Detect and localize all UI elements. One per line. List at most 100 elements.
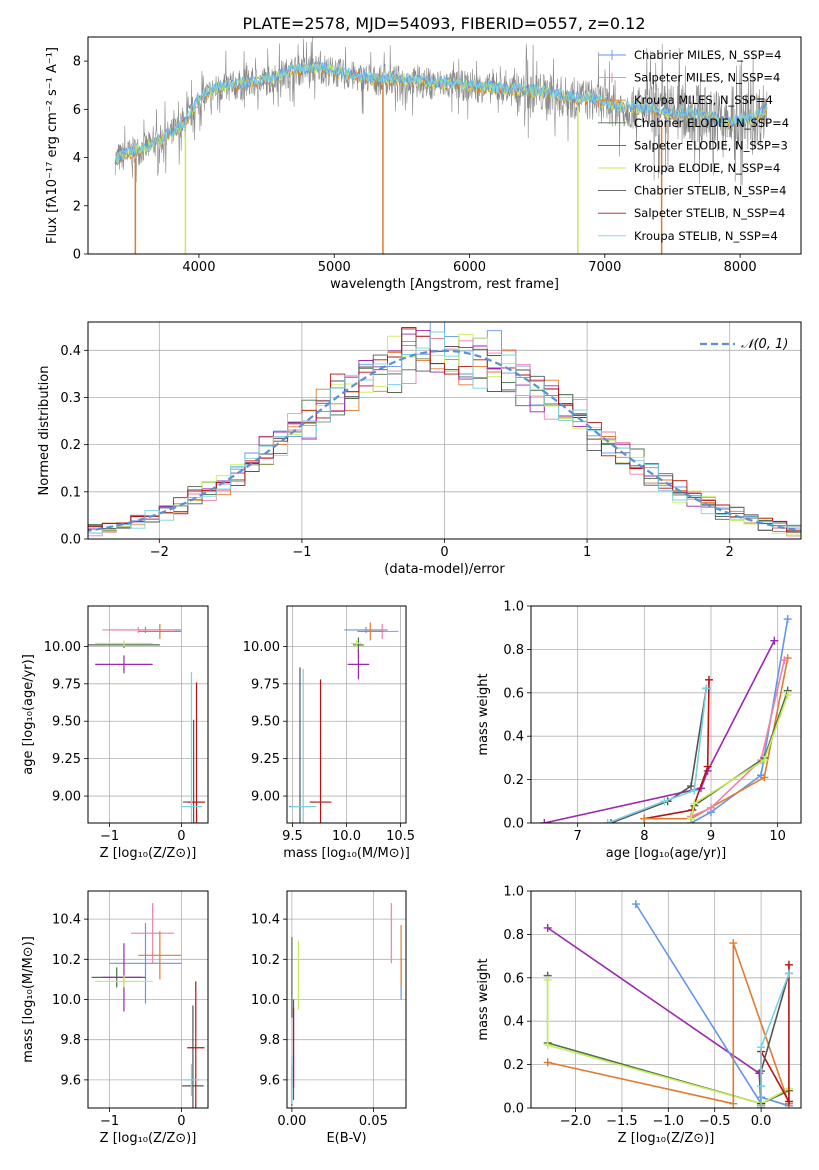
y-tick-label: 9.00 <box>251 790 280 805</box>
axes-frame <box>87 36 802 255</box>
y-axis-label: age [log₁₀(age/yr)] <box>21 654 36 775</box>
y-tick-label: 10.00 <box>243 640 280 655</box>
y-tick-label: 9.25 <box>251 752 280 767</box>
x-tick-label: 2 <box>726 545 734 560</box>
x-tick-label: −1.0 <box>653 1114 685 1129</box>
y-tick-label: 10.2 <box>52 953 81 968</box>
y-axis-label: mass weight <box>476 958 491 1040</box>
plot-mass_age: 9.5 10.0 10.5 9.00 9.25 9.50 9.75 10.00 mass [lo… <box>243 605 415 861</box>
y-tick-label: 0.6 <box>503 971 524 986</box>
legend-entry: Chabrier STELIB, N_SSP=4 <box>634 184 786 198</box>
weight-point-kroupa_miles <box>729 939 738 948</box>
plot-residuals: −2 −1 0 1 2 0.0 0.1 0.2 0.3 0.4 (data-model)/error… <box>37 321 802 577</box>
weight-point-kroupa_miles <box>729 1099 738 1108</box>
x-axis-label: (data-model)/error <box>384 562 505 577</box>
y-tick-label: 0 <box>73 248 81 263</box>
x-tick-label: 6000 <box>453 260 486 275</box>
x-tick-label: −2 <box>150 545 169 560</box>
weight-line-salpeter_elodie <box>544 640 776 823</box>
weight-point-kroupa_stelib <box>784 969 793 978</box>
axes-frame <box>286 890 407 1109</box>
weight-point-salpeter_stelib <box>784 960 793 969</box>
x-tick-label: −1 <box>100 1114 119 1129</box>
y-tick-label: 9.25 <box>52 752 81 767</box>
y-tick-label: 0.6 <box>503 686 524 701</box>
y-tick-label: 10.4 <box>251 913 280 928</box>
weight-point-kroupa_stelib <box>702 684 711 693</box>
weight-point-kroupa_stelib <box>757 1043 766 1052</box>
x-axis-label: Z [log₁₀(Z/Z⊙)] <box>100 1131 197 1146</box>
y-tick-label: 0.0 <box>503 817 524 832</box>
y-tick-label: 9.75 <box>251 677 280 692</box>
plot-area <box>291 903 402 1106</box>
weight-point-salpeter_stelib <box>705 675 713 684</box>
x-tick-label: 0.05 <box>359 1114 388 1129</box>
plot-z_age: −1 0 9.00 9.25 9.50 9.75 10.00 Z [log₁₀(Z/Z⊙)] a… <box>21 605 209 861</box>
axes-frame <box>530 890 802 1109</box>
axes-frame <box>286 605 407 824</box>
x-tick-label: −2.0 <box>560 1114 592 1129</box>
weight-point-kroupa_elodie <box>760 756 769 765</box>
weight-point-salpeter_stelib <box>703 762 712 771</box>
weight-point-kroupa_elodie <box>690 799 699 808</box>
weight-point-kroupa_miles <box>760 773 769 782</box>
legend-entry: Salpeter ELODIE, N_SSP=3 <box>634 138 788 152</box>
weight-line-kroupa_stelib <box>760 973 790 1106</box>
axes-frame <box>87 605 209 824</box>
weight-line-kroupa_elodie <box>546 980 790 1105</box>
x-tick-label: 7000 <box>588 260 621 275</box>
y-tick-label: 1.0 <box>503 600 524 615</box>
legend-entry: Chabrier MILES, N_SSP=4 <box>634 48 781 62</box>
weight-point-kroupa_miles <box>640 814 649 823</box>
x-tick-label: 9 <box>707 829 715 844</box>
y-tick-label: 10.4 <box>52 913 81 928</box>
weight-point-kroupa_stelib <box>757 1082 766 1091</box>
x-axis-label: Z [log₁₀(Z/Z⊙)] <box>100 846 197 861</box>
weight-point-chabrier_stelib <box>687 782 695 791</box>
legend-entry: Kroupa ELODIE, N_SSP=4 <box>634 161 780 175</box>
plot-area <box>88 322 801 537</box>
y-tick-label: 0.8 <box>503 928 524 943</box>
weight-point-kroupa_stelib <box>757 1101 766 1108</box>
y-axis-label: mass [log₁₀(M/M⊙)] <box>21 936 36 1063</box>
y-tick-label: 10.0 <box>251 993 280 1008</box>
plot-ebv_mass: 0.00 0.05 9.6 9.8 10.0 10.2 10.4 E(B-V) <box>251 890 407 1146</box>
y-tick-label: 1.0 <box>503 885 524 900</box>
weight-point-kroupa_stelib <box>603 819 612 823</box>
x-tick-label: 1 <box>583 545 591 560</box>
x-tick-label: 0 <box>177 829 185 844</box>
plot-age_weight: 7 8 9 10 0.0 0.2 0.4 0.6 0.8 1.0 age [log₁₀(age/yr… <box>476 600 802 861</box>
gaussian-curve <box>88 349 801 532</box>
y-tick-label: 9.8 <box>259 1033 280 1048</box>
weight-line-kroupa_elodie <box>690 694 789 819</box>
y-tick-label: 0.4 <box>503 730 524 745</box>
x-tick-label: 7 <box>574 829 582 844</box>
y-tick-label: 10.2 <box>251 953 280 968</box>
x-axis-label: mass [log₁₀(M/M⊙)] <box>283 846 410 861</box>
y-tick-label: 6 <box>73 103 81 118</box>
y-tick-label: 0.2 <box>503 773 524 788</box>
y-tick-label: 8 <box>73 55 81 70</box>
x-tick-label: −1 <box>100 829 119 844</box>
y-tick-label: 0.4 <box>60 344 81 359</box>
y-tick-label: 10.00 <box>44 640 81 655</box>
legend-entry: Salpeter STELIB, N_SSP=4 <box>634 206 785 220</box>
axes-frame <box>87 321 802 540</box>
legend-entry: Kroupa STELIB, N_SSP=4 <box>634 229 778 243</box>
x-axis-label: E(B-V) <box>326 1131 366 1146</box>
plot-area <box>543 900 793 1108</box>
x-axis-label: Z [log₁₀(Z/Z⊙)] <box>618 1131 715 1146</box>
axes-frame <box>87 890 209 1109</box>
x-tick-label: −1 <box>292 545 311 560</box>
y-tick-label: 0.1 <box>60 485 81 500</box>
x-tick-label: 8 <box>640 829 648 844</box>
x-tick-label: 10.0 <box>332 829 361 844</box>
y-tick-label: 0.2 <box>503 1058 524 1073</box>
y-tick-label: 10.0 <box>52 993 81 1008</box>
weight-line-salpeter_stelib <box>644 679 710 820</box>
weight-point-kroupa_stelib <box>660 797 669 806</box>
weight-point-kroupa_elodie <box>543 1041 552 1050</box>
legend-entry: 𝒩(0, 1) <box>741 337 788 352</box>
y-tick-label: 9.8 <box>60 1033 81 1048</box>
spectrum-model-kroupa_stelib <box>114 61 768 163</box>
